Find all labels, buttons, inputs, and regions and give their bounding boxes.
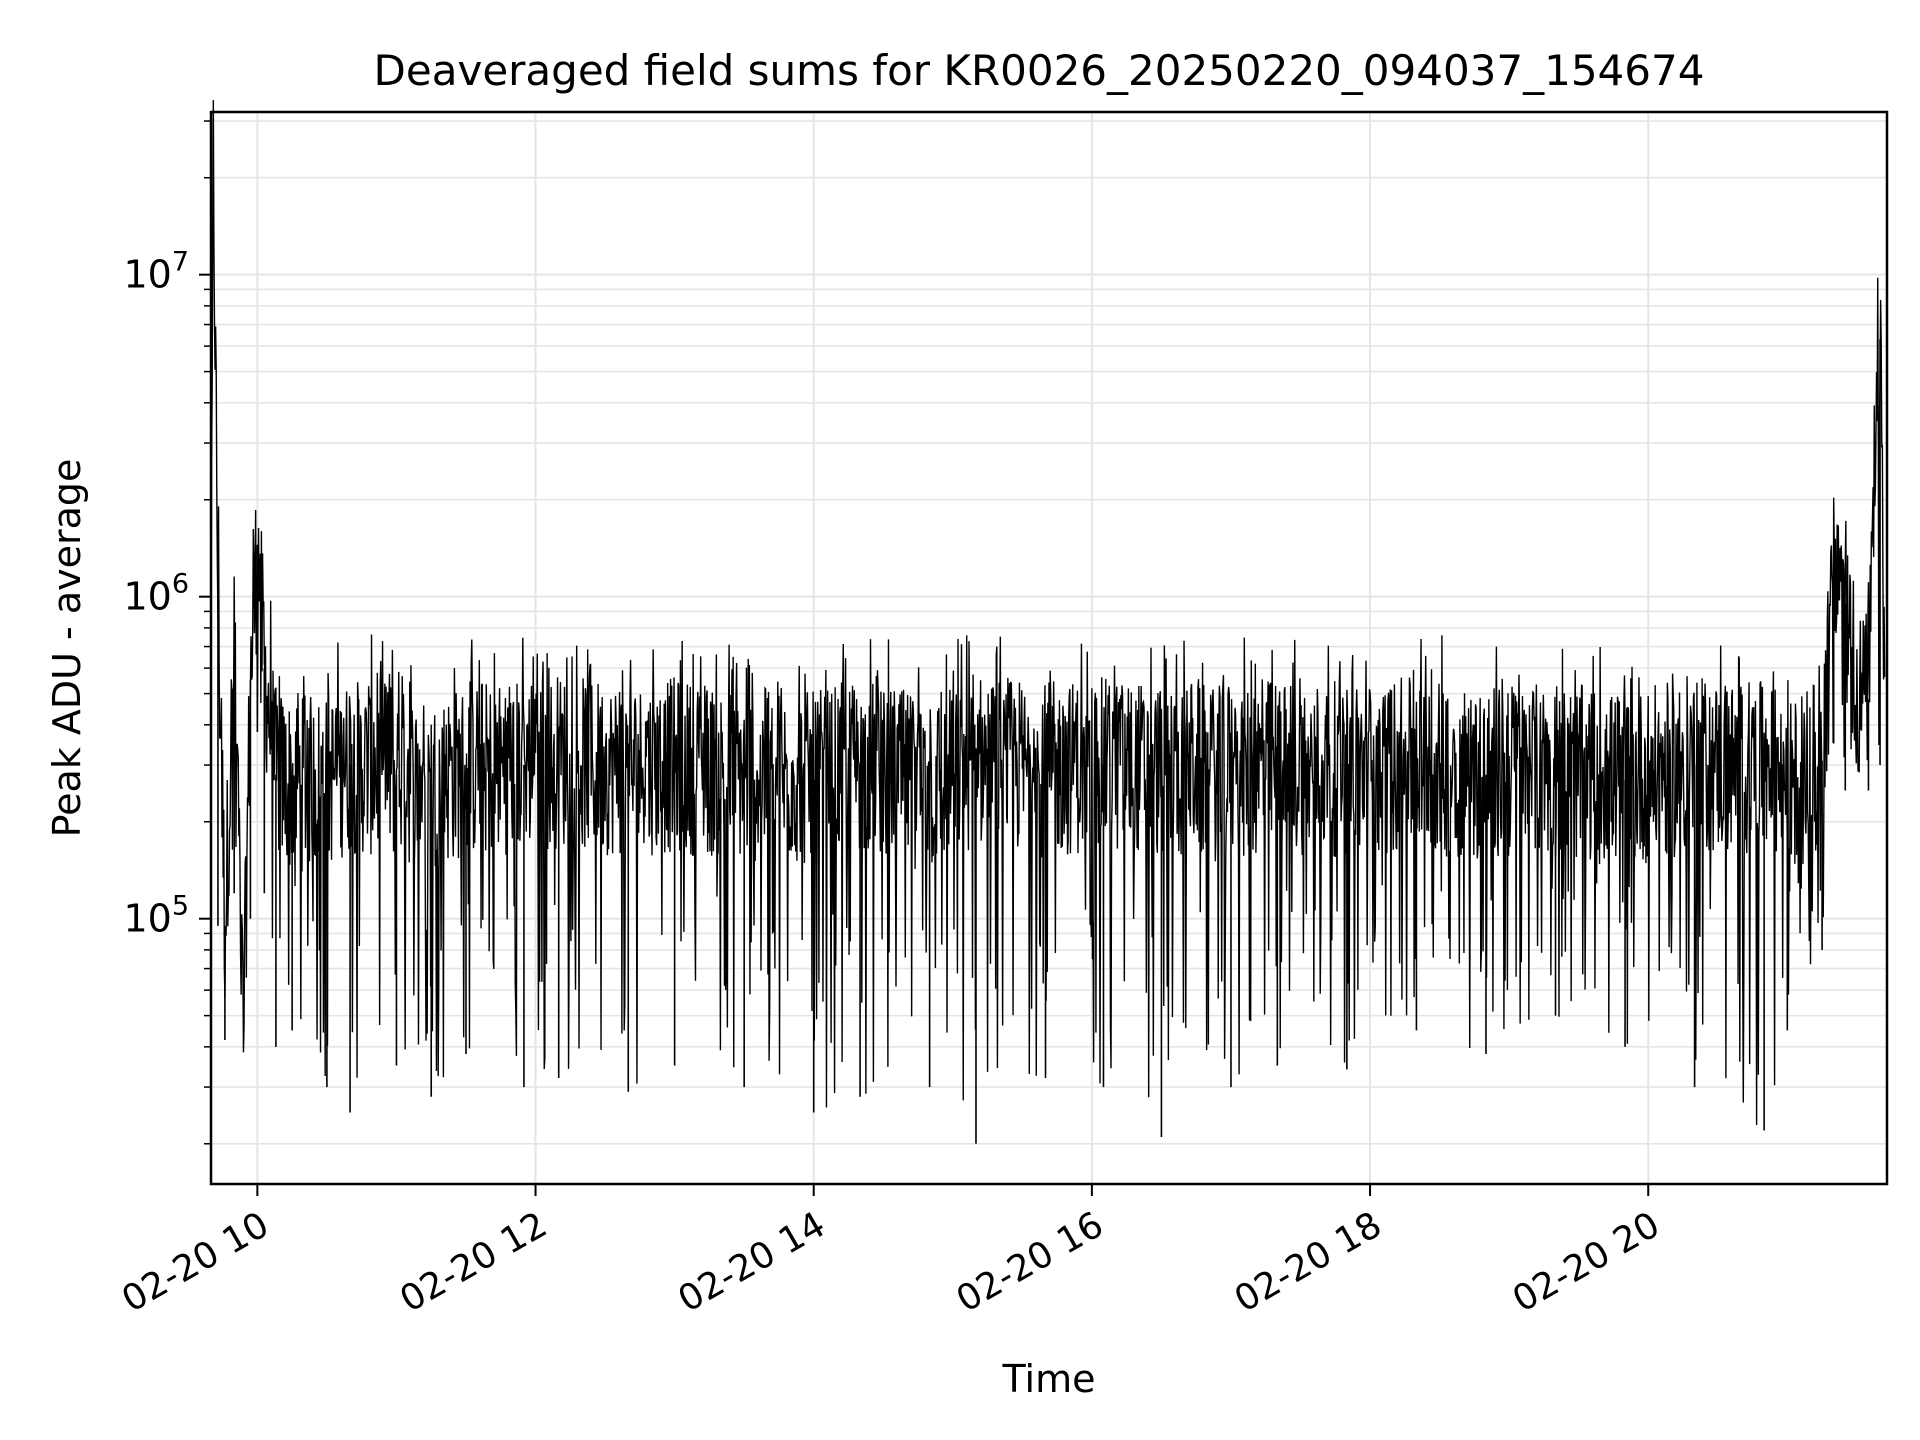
series-line (210, 100, 1886, 1144)
y-tick-label: 106 (123, 569, 189, 619)
plot-frame (209, 110, 1889, 1186)
y-axis-label: Peak ADU - average (45, 459, 89, 838)
chart-title: Deaveraged field sums for KR0026_2025022… (374, 46, 1705, 95)
y-tick-label: 105 (123, 891, 189, 941)
series-trace (210, 100, 1886, 1125)
y-tick-label: 107 (123, 247, 189, 297)
y-axis-ticks: 105 106 107 (123, 120, 211, 1145)
x-axis-label: Time (1002, 1357, 1096, 1401)
